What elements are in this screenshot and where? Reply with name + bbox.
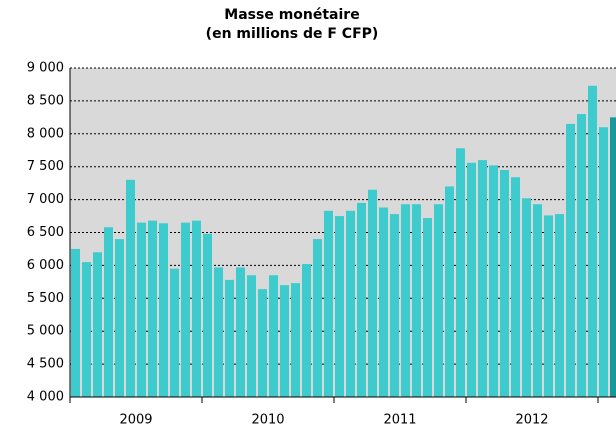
- bar: [610, 117, 616, 397]
- bar: [368, 189, 377, 397]
- bar: [390, 214, 399, 397]
- bar: [247, 275, 256, 397]
- bar: [82, 262, 91, 397]
- bar: [533, 204, 542, 397]
- bar: [159, 223, 168, 397]
- x-tick-label: 2010: [251, 413, 284, 428]
- bar: [412, 204, 421, 397]
- y-tick-label: 6 000: [27, 258, 64, 273]
- bar: [269, 275, 278, 397]
- bar: [434, 204, 443, 397]
- bar: [313, 239, 322, 397]
- bar: [104, 227, 113, 397]
- bar: [324, 210, 333, 397]
- bar: [280, 285, 289, 397]
- bar: [467, 162, 476, 397]
- bar: [456, 148, 465, 397]
- bar: [346, 210, 355, 397]
- bar: [93, 252, 102, 397]
- bar: [522, 198, 531, 397]
- bar: [544, 215, 553, 397]
- bar: [401, 204, 410, 397]
- bar: [71, 248, 80, 397]
- x-tick-label: 2012: [515, 413, 548, 428]
- y-tick-label: 4 000: [27, 390, 64, 405]
- bar: [335, 216, 344, 397]
- bar: [555, 214, 564, 397]
- chart-subtitle: (en millions de F CFP): [206, 26, 379, 42]
- bar: [588, 85, 597, 398]
- bar: [379, 207, 388, 397]
- bar: [357, 202, 366, 397]
- bar: [203, 233, 212, 397]
- bar: [236, 267, 245, 397]
- y-tick-label: 8 500: [27, 93, 64, 108]
- bar: [225, 279, 234, 397]
- bar: [115, 239, 124, 397]
- y-tick-label: 8 000: [27, 126, 64, 141]
- x-tick-label: 2011: [383, 413, 416, 428]
- bar: [291, 283, 300, 397]
- bar: [599, 127, 608, 397]
- y-tick-label: 7 000: [27, 192, 64, 207]
- y-tick-label: 4 500: [27, 357, 64, 372]
- y-tick-label: 5 500: [27, 291, 64, 306]
- y-tick-label: 9 000: [27, 61, 64, 76]
- bar: [423, 218, 432, 397]
- bar: [566, 123, 575, 398]
- y-tick-label: 6 500: [27, 225, 64, 240]
- bar: [302, 264, 311, 397]
- bar: [478, 160, 487, 397]
- bar: [148, 220, 157, 397]
- bar: [445, 186, 454, 397]
- bar: [511, 177, 520, 397]
- y-tick-label: 7 500: [27, 159, 64, 174]
- chart-title: Masse monétaire: [224, 7, 359, 23]
- x-tick-label: 2009: [119, 413, 152, 428]
- y-tick-label: 5 000: [27, 324, 64, 339]
- bar: [170, 268, 179, 397]
- bar: [214, 267, 223, 397]
- bar: [258, 289, 267, 397]
- bar: [137, 222, 146, 397]
- bar: [192, 220, 201, 397]
- bar: [500, 169, 509, 397]
- bar: [126, 179, 135, 397]
- bar: [181, 222, 190, 397]
- bar: [577, 114, 586, 397]
- bar: [489, 165, 498, 397]
